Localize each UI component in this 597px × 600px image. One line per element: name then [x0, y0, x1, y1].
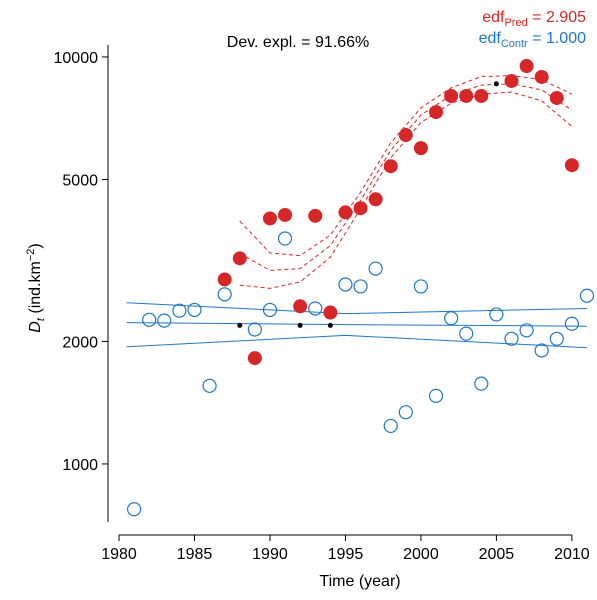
fit-line [126, 302, 587, 315]
point [519, 323, 534, 338]
point [413, 141, 428, 156]
x-tick-label: 1995 [328, 546, 364, 563]
y-axis-label: Dt (ind.km−2) [25, 243, 47, 332]
x-tick-label: 2010 [554, 546, 590, 563]
y-label-part: ) [27, 243, 44, 248]
point [383, 159, 398, 174]
edf-part: Pred [504, 17, 527, 29]
x-axis-label: Time (year) [319, 573, 400, 590]
point [459, 326, 474, 341]
point [519, 59, 534, 74]
point [262, 211, 277, 226]
point [549, 90, 564, 105]
point [353, 201, 368, 216]
edf-label: edfContr = 1.000 [479, 30, 587, 50]
point [398, 405, 413, 420]
edf-part: edf [482, 9, 505, 26]
x-tick-label: 1985 [177, 546, 213, 563]
point [142, 312, 157, 327]
point [428, 388, 444, 403]
point [474, 88, 489, 103]
point [278, 207, 293, 222]
point [579, 288, 595, 303]
point [398, 128, 413, 143]
point [217, 287, 232, 302]
y-tick-label: 5000 [62, 172, 98, 189]
point [413, 279, 429, 294]
fit-line [126, 322, 587, 327]
point [308, 208, 323, 223]
y-tick-label: 2000 [62, 334, 98, 351]
point [202, 378, 217, 393]
point [277, 231, 293, 246]
point [338, 277, 353, 292]
y-tick-label: 10000 [54, 50, 99, 67]
edf-part: edf [479, 30, 502, 47]
point [262, 302, 278, 318]
edf-label: edfPred = 2.905 [482, 9, 586, 29]
point [459, 88, 474, 103]
chart-title: Dev. expl. = 91.66% [227, 34, 369, 51]
point [489, 307, 504, 322]
point [237, 322, 243, 328]
point [187, 302, 202, 318]
point [383, 418, 398, 434]
point [444, 88, 459, 103]
point [504, 73, 519, 88]
point [549, 331, 564, 346]
point [297, 322, 303, 328]
y-label-part: −2 [25, 249, 37, 262]
point [157, 313, 172, 328]
point [232, 251, 247, 266]
point [293, 299, 308, 314]
point [444, 311, 459, 326]
x-tick-label: 2005 [479, 546, 515, 563]
x-tick-label: 2000 [403, 546, 439, 563]
point [308, 301, 323, 316]
point [126, 502, 142, 517]
point [368, 261, 383, 276]
edf-part: Contr [501, 38, 528, 50]
edf-part: = 2.905 [528, 9, 586, 26]
y-label-part: t [35, 317, 47, 321]
point [172, 303, 187, 318]
edf-part: = 1.000 [528, 30, 586, 47]
x-tick-label: 1980 [101, 546, 137, 563]
point [534, 343, 549, 358]
point [564, 158, 579, 173]
point [327, 322, 333, 328]
point [353, 279, 368, 294]
point [368, 192, 383, 207]
point [247, 322, 262, 337]
point [338, 205, 353, 220]
y-tick-label: 1000 [62, 457, 98, 474]
point [247, 351, 262, 366]
point [493, 81, 499, 87]
fit-line [239, 75, 573, 257]
fit-line [239, 91, 573, 289]
point [217, 272, 232, 287]
point [534, 69, 549, 84]
point [474, 376, 489, 391]
y-label-part: D [27, 321, 44, 333]
x-tick-label: 1990 [252, 546, 288, 563]
point [323, 305, 338, 320]
point [504, 331, 519, 346]
point [429, 105, 444, 120]
y-label-part: (ind.km [27, 261, 44, 318]
point [564, 316, 579, 331]
